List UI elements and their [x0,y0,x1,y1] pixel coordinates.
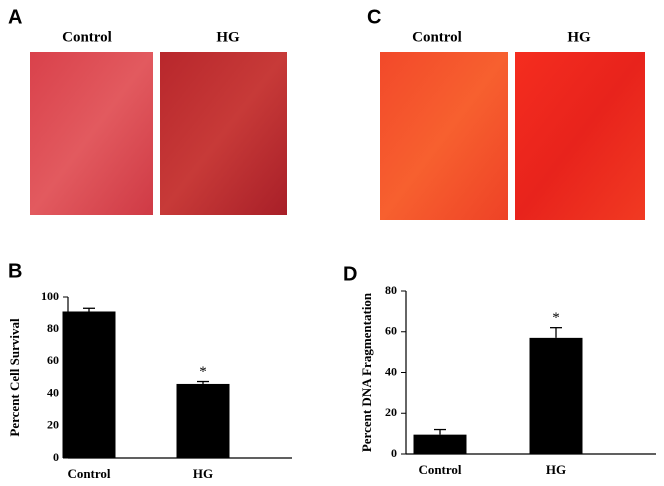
micrograph [380,52,508,220]
panel-label: B [8,260,22,282]
x-tick-label: Control [418,462,461,477]
y-tick-label: 80 [385,283,397,297]
y-tick-label: 0 [53,450,59,464]
panel-label: D [343,263,357,285]
bar [176,383,230,458]
y-tick-label: 40 [47,385,59,399]
micrograph [515,52,645,220]
bar [529,337,583,454]
y-tick-label: 20 [385,405,397,419]
y-axis-label: Percent DNA Fragmentation [359,292,374,452]
x-tick-label: HG [193,466,213,481]
image-label: HG [567,29,591,45]
bar [413,434,467,454]
image-label: Control [412,29,462,45]
significance-marker: * [199,364,207,380]
y-axis-label: Percent Cell Survival [7,318,22,437]
x-tick-label: Control [67,466,110,481]
panel-label: A [8,6,22,28]
y-tick-label: 60 [385,324,397,338]
y-tick-label: 20 [47,418,59,432]
micrograph [30,52,153,215]
panel-label: C [367,6,381,28]
micrograph [160,52,287,215]
image-label: HG [216,29,240,45]
y-tick-label: 100 [41,289,59,303]
y-tick-label: 40 [385,364,397,378]
y-tick-label: 80 [47,321,59,335]
significance-marker: * [552,310,560,326]
x-tick-label: HG [546,462,566,477]
y-tick-label: 0 [391,446,397,460]
image-label: Control [62,29,112,45]
bar [62,311,116,458]
y-tick-label: 60 [47,353,59,367]
